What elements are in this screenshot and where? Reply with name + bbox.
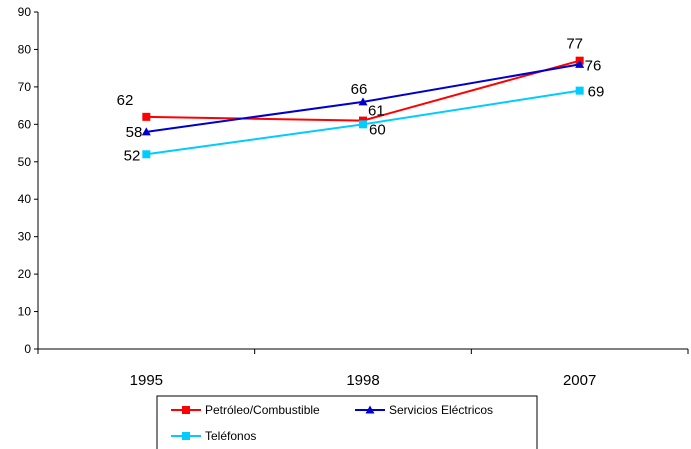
data-label: 61: [368, 103, 385, 120]
legend-label: Petróleo/Combustible: [205, 403, 320, 417]
x-tick-label: 1998: [346, 372, 379, 389]
legend-marker: [182, 432, 190, 440]
series-2: [141, 59, 585, 136]
legend-marker: [365, 405, 375, 414]
x-tick-label: 2007: [563, 372, 596, 389]
y-tick-label: 30: [18, 230, 32, 244]
data-label: 77: [566, 36, 583, 53]
legend-item: Teléfonos: [171, 429, 256, 443]
y-tick-label: 0: [24, 342, 31, 356]
data-point: [575, 86, 584, 95]
y-tick-label: 70: [18, 80, 32, 94]
legend-marker: [182, 406, 190, 414]
y-tick-label: 60: [18, 117, 32, 131]
y-tick-label: 50: [18, 155, 32, 169]
legend-item: Servicios Eléctricos: [355, 403, 493, 417]
data-point: [142, 112, 151, 121]
data-label: 60: [369, 121, 386, 138]
data-point: [575, 59, 585, 68]
data-point: [142, 150, 151, 159]
axes: [37, 12, 688, 350]
data-point: [358, 97, 368, 106]
y-tick-label: 10: [18, 305, 32, 319]
data-label: 58: [126, 124, 143, 141]
legend-item: Petróleo/Combustible: [171, 403, 320, 417]
legend-box: [156, 395, 538, 449]
legend: Petróleo/Combustible Servicios Eléctricos…: [156, 395, 538, 449]
y-tick-label: 80: [18, 42, 32, 56]
y-tick-label: 90: [18, 5, 32, 19]
data-labels: 62 61 77 58 66 76 52 60 69: [117, 36, 605, 165]
data-point: [141, 127, 151, 136]
data-label: 52: [124, 147, 141, 164]
data-label: 62: [117, 92, 134, 109]
y-tick-label: 40: [18, 192, 32, 206]
data-point: [359, 120, 367, 129]
data-label: 76: [585, 57, 602, 74]
y-tick-label: 20: [18, 267, 32, 281]
series-group: [141, 56, 585, 159]
data-label: 69: [588, 84, 605, 101]
legend-label: Teléfonos: [205, 429, 256, 443]
x-tick-label: 1995: [130, 372, 163, 389]
y-axis-ticks: 0 10 20 30 40 50 60 70 80 90: [18, 5, 38, 356]
legend-label: Servicios Eléctricos: [389, 403, 493, 417]
series-3: [142, 86, 584, 159]
x-axis-ticks: 1995 1998 2007: [37, 349, 689, 389]
data-label: 66: [351, 81, 368, 98]
